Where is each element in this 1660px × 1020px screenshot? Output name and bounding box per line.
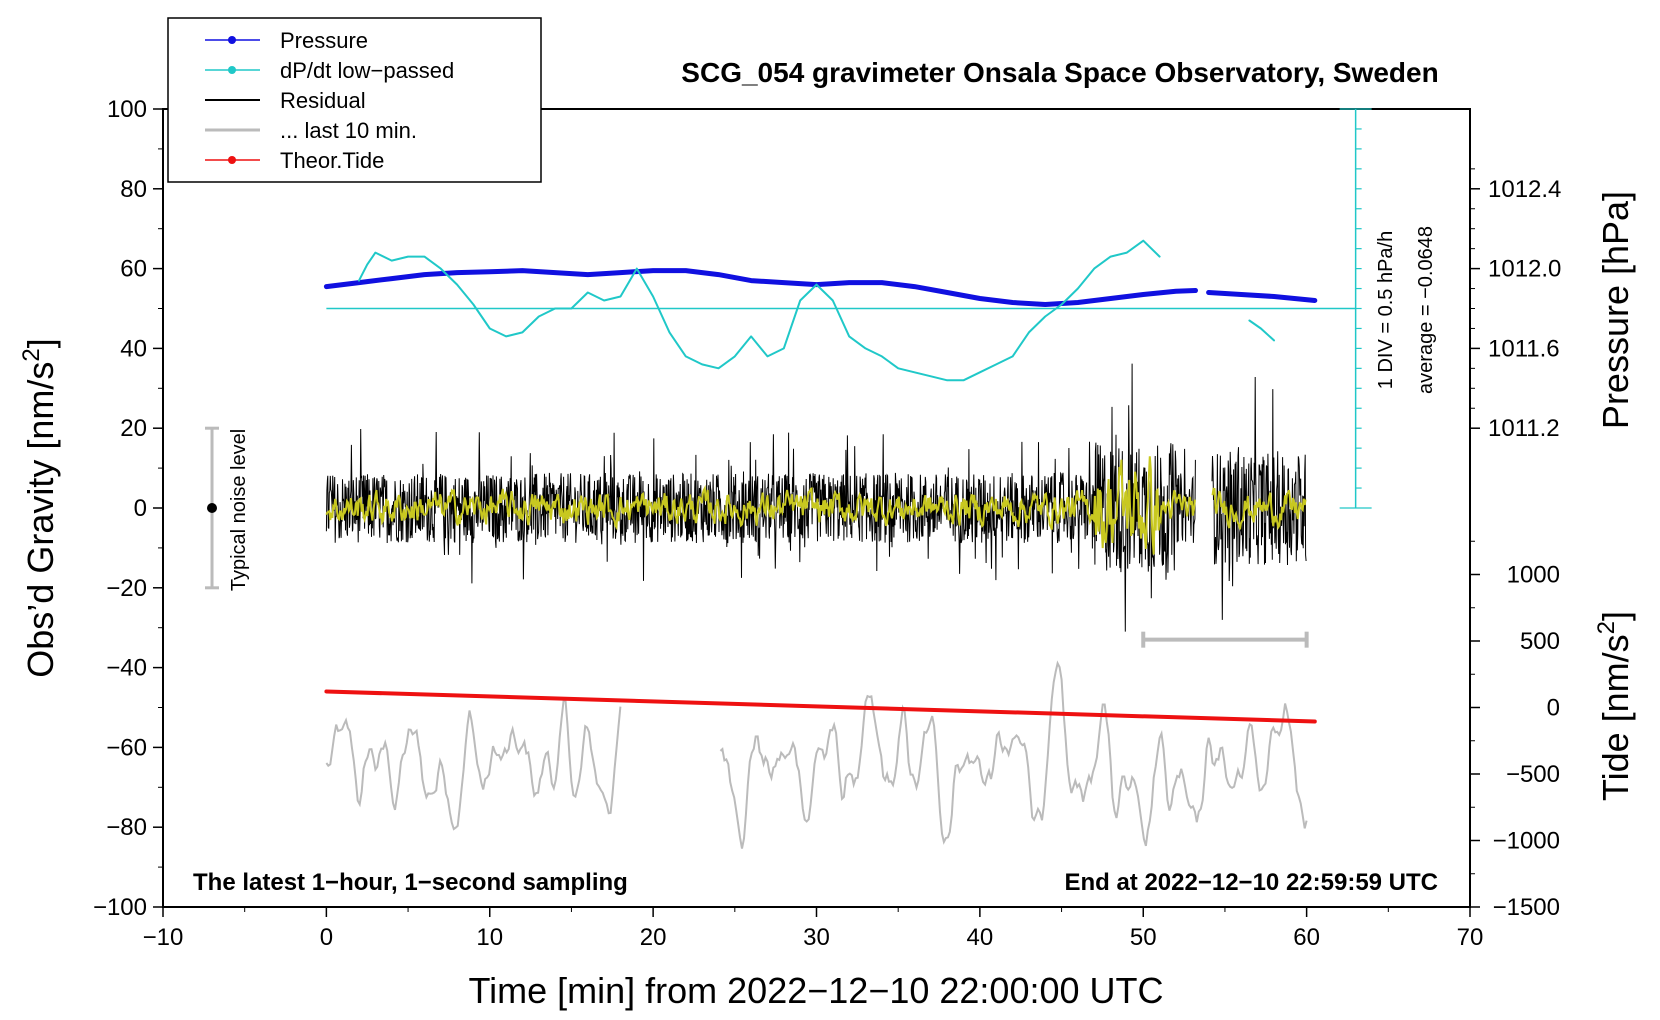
tide-tick-label: 500 — [1520, 628, 1560, 655]
ticks-group: −10 0 10 20 30 40 50 60 70100806040200−20−40−60−… — [93, 96, 1561, 951]
y-axis-title-tide-end: ] — [1595, 611, 1636, 621]
y-tick-label-left: 100 — [107, 96, 147, 123]
y-axis-title-left-sup: 2 — [18, 348, 45, 361]
y-axis-title-tide-base: Tide [nm/s — [1595, 634, 1636, 801]
y-tick-label-left: −60 — [106, 734, 147, 761]
y-tick-label-left: 60 — [120, 256, 147, 283]
pressure-tick-label: 1011.6 — [1488, 335, 1560, 362]
legend-label-tide: Theor.Tide — [280, 148, 384, 173]
legend-marker-tide — [228, 156, 236, 164]
y-tick-label-left: 0 — [134, 495, 147, 522]
legend-label-residual: Residual — [280, 88, 366, 113]
x-tick-label: 0 — [320, 924, 333, 951]
tide-tick-label: −1500 — [1493, 894, 1560, 921]
legend-label-pressure: Pressure — [280, 28, 368, 53]
noise-level-label: Typical noise level — [228, 429, 250, 591]
y-axis-title-left: Obs’d Gravity [nm/s2] — [18, 338, 61, 677]
pressure-tick-label: 1012.4 — [1488, 176, 1561, 203]
y-tick-label-left: −80 — [106, 814, 147, 841]
pressure-line-after-gap — [1206, 290, 1318, 303]
y-axis-title-pressure: Pressure [hPa] — [1595, 191, 1636, 429]
tide-tick-label: 1000 — [1507, 562, 1560, 589]
last10-trace — [325, 660, 1308, 849]
y-axis-title-left-base: Obs’d Gravity [nm/s — [20, 362, 61, 678]
legend-marker-pressure — [228, 36, 236, 44]
x-tick-label: 20 — [640, 924, 667, 951]
note-end-time: End at 2022−12−10 22:59:59 UTC — [1064, 869, 1438, 896]
dpdt-scale-div-label: 1 DIV = 0.5 hPa/h — [1375, 231, 1397, 389]
dpdt-line-tail — [1248, 319, 1275, 342]
y-tick-label-left: 80 — [120, 176, 147, 203]
legend: Pressure dP/dt low−passed Residual ... l… — [167, 17, 542, 183]
series-group — [205, 108, 1372, 849]
legend-label-last10: ... last 10 min. — [280, 118, 417, 143]
theoretical-tide-line — [324, 689, 1317, 724]
tide-tick-label: −500 — [1506, 761, 1560, 788]
y-tick-label-left: −40 — [106, 655, 147, 682]
noise-bar-center-dot — [207, 503, 218, 513]
legend-label-dpdt: dP/dt low−passed — [280, 58, 454, 83]
y-tick-label-left: −20 — [106, 575, 147, 602]
legend-marker-dpdt — [228, 66, 236, 74]
y-tick-label-left: −100 — [93, 894, 147, 921]
x-tick-label: −10 — [143, 924, 184, 951]
x-tick-label: 70 — [1457, 924, 1484, 951]
tide-tick-label: −1000 — [1493, 828, 1560, 855]
residual-trace — [325, 363, 1307, 632]
dpdt-scale-average-label: average = −0.0648 — [1415, 226, 1437, 394]
y-axis-title-tide: Tide [nm/s2] — [1593, 611, 1636, 801]
x-tick-label: 50 — [1130, 924, 1157, 951]
chart-title: SCG_054 gravimeter Onsala Space Observat… — [681, 57, 1438, 88]
x-tick-label: 60 — [1293, 924, 1320, 951]
y-tick-label-left: 40 — [120, 335, 147, 362]
y-tick-label-left: 20 — [120, 415, 147, 442]
pressure-tick-label: 1011.2 — [1488, 415, 1560, 442]
pressure-tick-label: 1012.0 — [1488, 256, 1561, 283]
y-axis-title-left-end: ] — [20, 338, 61, 348]
residual-smoothed-trace — [325, 456, 1307, 555]
dpdt-line — [358, 239, 1161, 382]
tide-tick-label: 0 — [1547, 695, 1560, 722]
x-tick-label: 10 — [476, 924, 503, 951]
note-sampling: The latest 1−hour, 1−second sampling — [193, 869, 628, 896]
y-axis-title-tide-sup: 2 — [1593, 621, 1620, 634]
x-tick-label: 40 — [967, 924, 994, 951]
x-tick-label: 30 — [803, 924, 830, 951]
x-axis-title: Time [min] from 2022−12−10 22:00:00 UTC — [468, 970, 1163, 1011]
